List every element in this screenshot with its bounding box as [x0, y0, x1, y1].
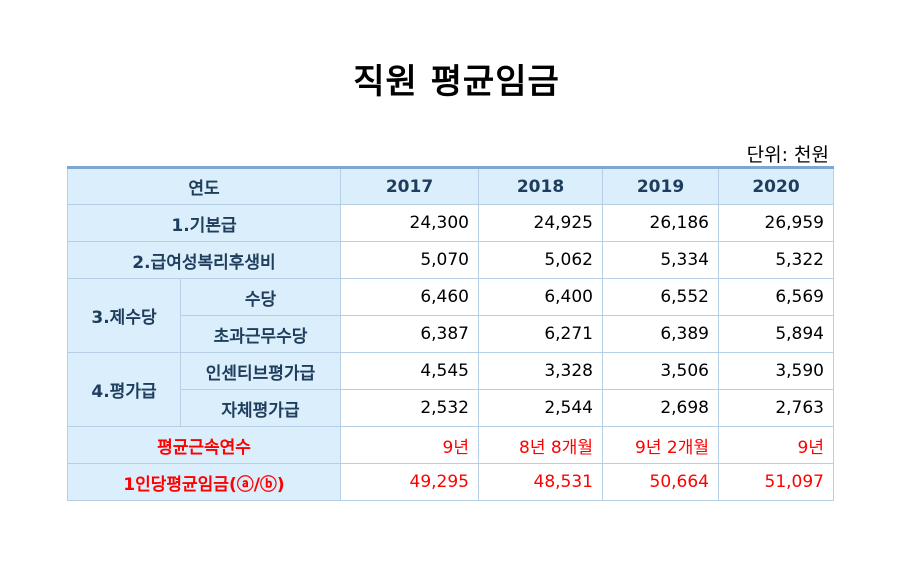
- year-header-label: 연도: [67, 166, 341, 205]
- cell-value: 6,552: [602, 278, 719, 316]
- row-label: 1.기본급: [67, 204, 341, 242]
- cell-value: 9년 2개월: [602, 426, 719, 464]
- cell-value: 51,097: [718, 463, 834, 501]
- cell-value: 6,569: [718, 278, 834, 316]
- cell-value: 4,545: [340, 352, 479, 390]
- cell-value: 48,531: [478, 463, 603, 501]
- cell-value: 3,506: [602, 352, 719, 390]
- cell-value: 26,959: [718, 204, 834, 242]
- cell-value: 2,532: [340, 389, 479, 427]
- table-header-row: 연도 2017 2018 2019 2020: [67, 166, 834, 205]
- table-row: 평균근속연수 9년 8년 8개월 9년 2개월 9년: [67, 426, 834, 464]
- cell-value: 5,322: [718, 241, 834, 279]
- cell-value: 49,295: [340, 463, 479, 501]
- unit-label: 단위: 천원: [746, 144, 829, 166]
- year-header: 2019: [602, 166, 719, 205]
- cell-value: 5,334: [602, 241, 719, 279]
- cell-value: 6,389: [602, 315, 719, 353]
- cell-value: 50,664: [602, 463, 719, 501]
- year-header: 2017: [340, 166, 479, 205]
- row-label: 수당: [180, 278, 341, 316]
- table-row: 3.제수당 수당 6,460 6,400 6,552 6,569: [67, 278, 834, 353]
- page-title: 직원 평균임금: [353, 62, 560, 102]
- row-group-label: 4.평가급: [67, 352, 181, 427]
- cell-value: 26,186: [602, 204, 719, 242]
- cell-value: 8년 8개월: [478, 426, 603, 464]
- table-row: 자체평가급 2,532 2,544 2,698 2,763: [68, 389, 834, 427]
- cell-value: 5,070: [340, 241, 479, 279]
- table-row: 2.급여성복리후생비 5,070 5,062 5,334 5,322: [67, 241, 834, 279]
- cell-value: 2,544: [478, 389, 603, 427]
- cell-value: 6,400: [478, 278, 603, 316]
- wage-table: 연도 2017 2018 2019 2020 1.기본급 24,300 24,9…: [67, 166, 834, 501]
- row-label: 평균근속연수: [67, 426, 341, 464]
- cell-value: 3,328: [478, 352, 603, 390]
- cell-value: 6,460: [340, 278, 479, 316]
- table-row: 1.기본급 24,300 24,925 26,186 26,959: [67, 204, 834, 242]
- row-label: 인센티브평가급: [180, 352, 341, 390]
- row-group-label: 3.제수당: [67, 278, 181, 353]
- cell-value: 6,387: [340, 315, 479, 353]
- cell-value: 9년: [718, 426, 834, 464]
- row-label: 1인당평균임금(ⓐ/ⓑ): [67, 463, 341, 501]
- table-row: 1인당평균임금(ⓐ/ⓑ) 49,295 48,531 50,664 51,097: [67, 463, 834, 501]
- table-row: 초과근무수당 6,387 6,271 6,389 5,894: [68, 315, 834, 353]
- cell-value: 24,300: [340, 204, 479, 242]
- year-header: 2018: [478, 166, 603, 205]
- cell-value: 3,590: [718, 352, 834, 390]
- cell-value: 6,271: [478, 315, 603, 353]
- year-header: 2020: [718, 166, 834, 205]
- cell-value: 24,925: [478, 204, 603, 242]
- cell-value: 9년: [340, 426, 479, 464]
- row-label: 2.급여성복리후생비: [67, 241, 341, 279]
- row-label: 초과근무수당: [180, 315, 341, 353]
- cell-value: 5,062: [478, 241, 603, 279]
- cell-value: 2,698: [602, 389, 719, 427]
- row-label: 자체평가급: [180, 389, 341, 427]
- table-row: 4.평가급 인센티브평가급 4,545 3,328 3,506 3,590: [67, 352, 834, 427]
- cell-value: 2,763: [718, 389, 834, 427]
- cell-value: 5,894: [718, 315, 834, 353]
